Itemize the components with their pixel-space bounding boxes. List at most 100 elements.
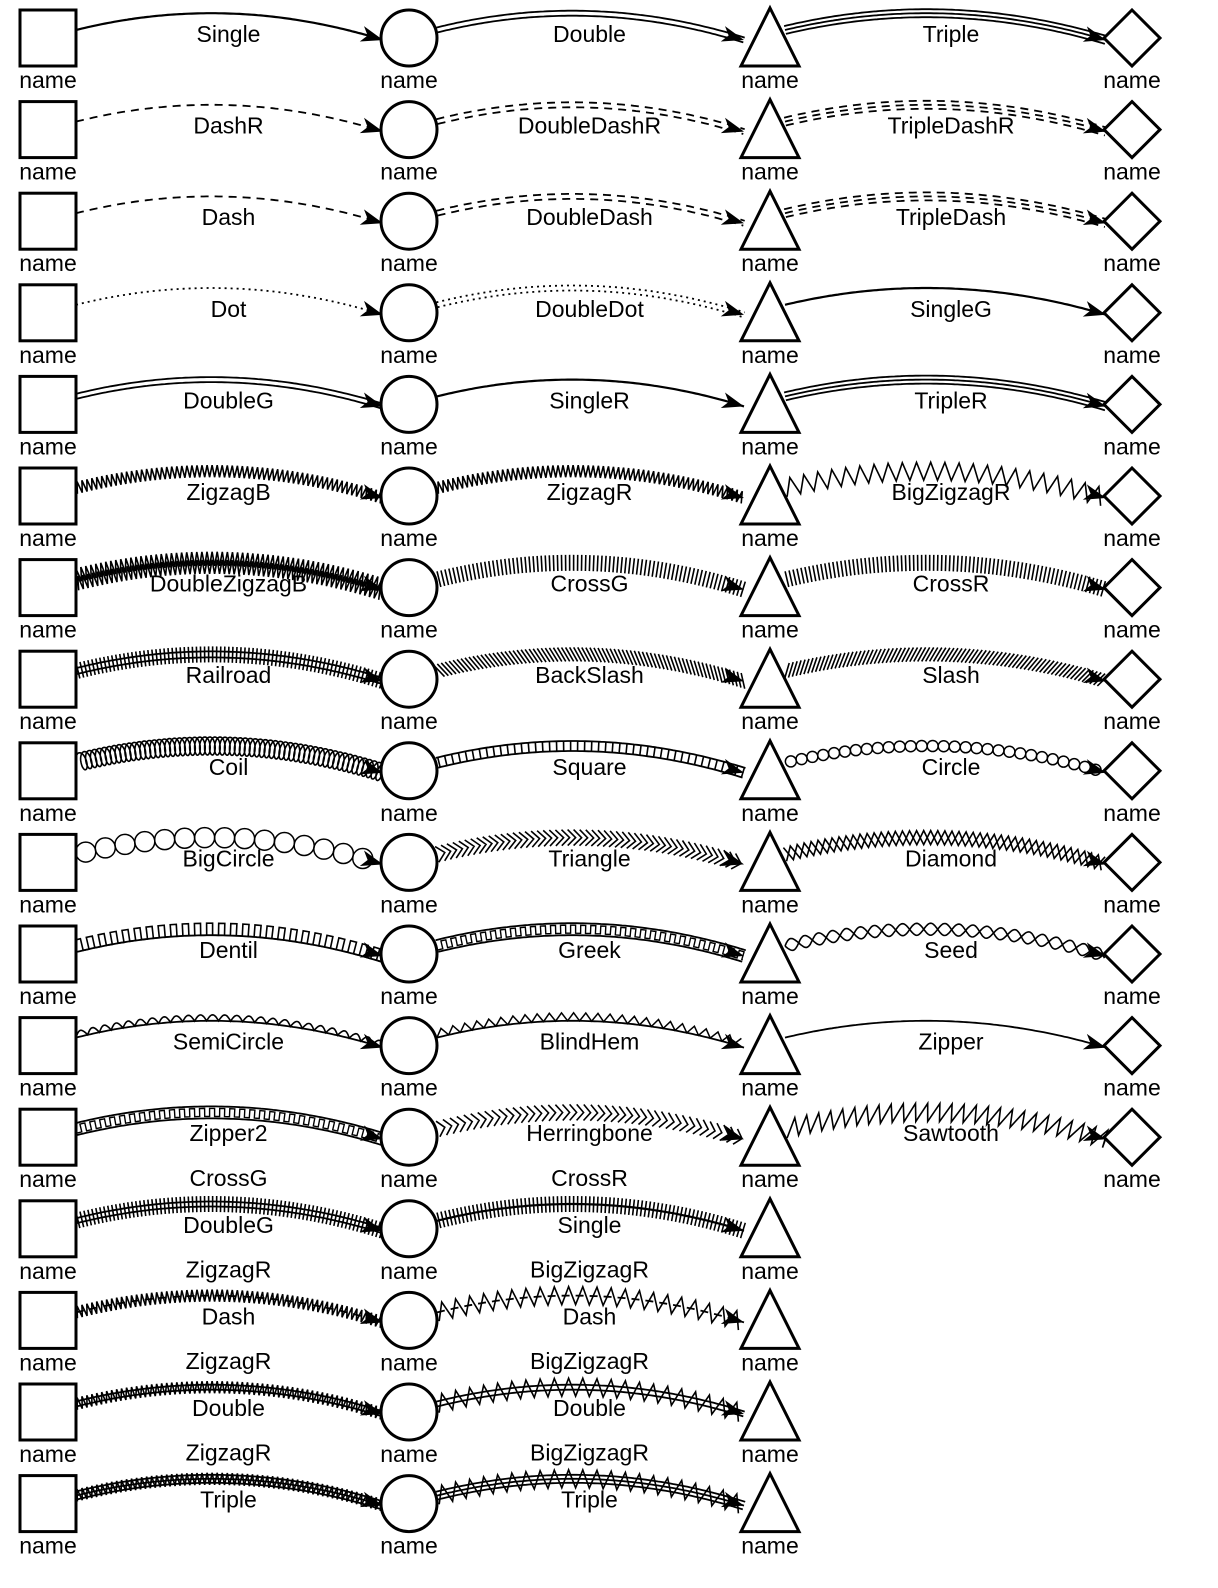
edge[interactable]: CrossG DoubleG	[75, 1165, 386, 1239]
edge[interactable]: SingleG	[784, 286, 1107, 322]
square-node[interactable]	[18, 558, 78, 618]
triangle-node[interactable]	[738, 1012, 802, 1076]
node[interactable]: name	[18, 283, 78, 368]
node[interactable]: name	[379, 191, 439, 276]
edge[interactable]: DashR	[75, 103, 384, 139]
diamond-node[interactable]	[1101, 832, 1163, 893]
triangle-node[interactable]	[738, 187, 802, 251]
node[interactable]: name	[379, 558, 439, 643]
edge[interactable]: DoubleG	[75, 376, 384, 413]
node[interactable]: name	[738, 829, 802, 917]
triangle-node[interactable]	[738, 645, 802, 709]
edge[interactable]: Circle	[784, 739, 1106, 780]
edge[interactable]: Square	[435, 740, 746, 780]
node[interactable]: name	[379, 100, 439, 185]
node[interactable]: name	[1101, 99, 1163, 185]
diamond-node[interactable]	[1101, 649, 1163, 710]
circle-node[interactable]	[379, 649, 439, 709]
circle-node[interactable]	[379, 100, 439, 160]
node[interactable]: name	[1101, 740, 1163, 826]
edge[interactable]: TripleDashR	[783, 99, 1108, 139]
circle-node[interactable]	[379, 1199, 439, 1259]
triangle-node[interactable]	[738, 829, 802, 892]
diamond-node[interactable]	[1101, 374, 1163, 435]
edge[interactable]: ZigzagB	[76, 465, 383, 505]
edge[interactable]: Greek	[435, 922, 747, 963]
triangle-node[interactable]	[738, 1470, 802, 1534]
node[interactable]: name	[738, 371, 802, 459]
circle-node[interactable]	[379, 466, 439, 526]
node[interactable]: name	[18, 1382, 78, 1467]
edge[interactable]: BackSlash	[432, 647, 746, 689]
triangle-node[interactable]	[738, 1378, 802, 1442]
edge[interactable]: Double	[436, 9, 745, 47]
square-node[interactable]	[18, 100, 78, 160]
node[interactable]: name	[18, 1474, 78, 1559]
edge[interactable]: SingleR	[436, 378, 745, 414]
diamond-node[interactable]	[1101, 1107, 1163, 1168]
node[interactable]: name	[1101, 1107, 1163, 1192]
circle-node[interactable]	[379, 1290, 439, 1350]
circle-node[interactable]	[379, 374, 439, 434]
triangle-node[interactable]	[738, 96, 802, 160]
edge[interactable]: DoubleDash	[436, 193, 745, 230]
node[interactable]: name	[18, 191, 78, 276]
diamond-node[interactable]	[1101, 465, 1163, 527]
node[interactable]: name	[379, 283, 439, 368]
circle-node[interactable]	[379, 283, 439, 343]
node[interactable]: name	[738, 554, 802, 643]
node[interactable]: name	[379, 1474, 439, 1559]
edge[interactable]: CrossR	[784, 554, 1107, 597]
edge[interactable]: Triple	[783, 8, 1108, 47]
node[interactable]: name	[1101, 465, 1163, 551]
node[interactable]: name	[1101, 191, 1163, 276]
node[interactable]: name	[18, 741, 78, 826]
node[interactable]: name	[1101, 7, 1163, 93]
node[interactable]: name	[379, 1107, 439, 1192]
square-node[interactable]	[18, 374, 78, 434]
square-node[interactable]	[18, 8, 78, 68]
edge[interactable]: DoubleDot	[436, 284, 745, 322]
node[interactable]: name	[1101, 923, 1163, 1009]
circle-node[interactable]	[379, 1474, 439, 1534]
node[interactable]: name	[18, 924, 78, 1009]
triangle-node[interactable]	[738, 1287, 802, 1350]
edge[interactable]: Dot	[75, 287, 384, 322]
triangle-node[interactable]	[738, 920, 802, 984]
node[interactable]: name	[379, 1290, 439, 1375]
circle-node[interactable]	[379, 1016, 439, 1076]
node[interactable]: name	[379, 832, 439, 917]
node[interactable]: name	[379, 466, 439, 551]
edge[interactable]: Sawtooth	[786, 1100, 1110, 1148]
node[interactable]: name	[738, 4, 802, 93]
node[interactable]: name	[379, 1016, 439, 1101]
square-node[interactable]	[18, 649, 78, 709]
node[interactable]: name	[738, 1287, 802, 1375]
node[interactable]: name	[1101, 649, 1163, 734]
node[interactable]: name	[738, 1103, 802, 1192]
edge[interactable]: TripleR	[783, 374, 1108, 414]
node[interactable]: name	[379, 649, 439, 734]
edge[interactable]: BigZigzagR Triple	[435, 1440, 746, 1514]
triangle-node[interactable]	[738, 371, 802, 434]
triangle-node[interactable]	[738, 554, 802, 618]
node[interactable]: name	[18, 649, 78, 734]
edge[interactable]: Dash	[75, 195, 384, 230]
node[interactable]: name	[738, 1195, 802, 1284]
node[interactable]: name	[18, 374, 78, 459]
node[interactable]: name	[738, 1470, 802, 1559]
diamond-node[interactable]	[1101, 7, 1163, 69]
edge[interactable]: SemiCircle	[75, 1013, 385, 1055]
node[interactable]: name	[18, 832, 78, 917]
node[interactable]: name	[18, 1016, 78, 1101]
node[interactable]: name	[738, 96, 802, 185]
square-node[interactable]	[18, 1474, 78, 1534]
node[interactable]: name	[738, 1012, 802, 1101]
node[interactable]: name	[379, 8, 439, 93]
node[interactable]: name	[1101, 832, 1163, 917]
square-node[interactable]	[18, 832, 78, 892]
edge[interactable]: Zipper	[784, 1019, 1107, 1055]
edge[interactable]: BigZigzagR	[786, 459, 1106, 506]
diamond-node[interactable]	[1101, 191, 1163, 252]
edge[interactable]: BigCircle	[74, 826, 383, 872]
